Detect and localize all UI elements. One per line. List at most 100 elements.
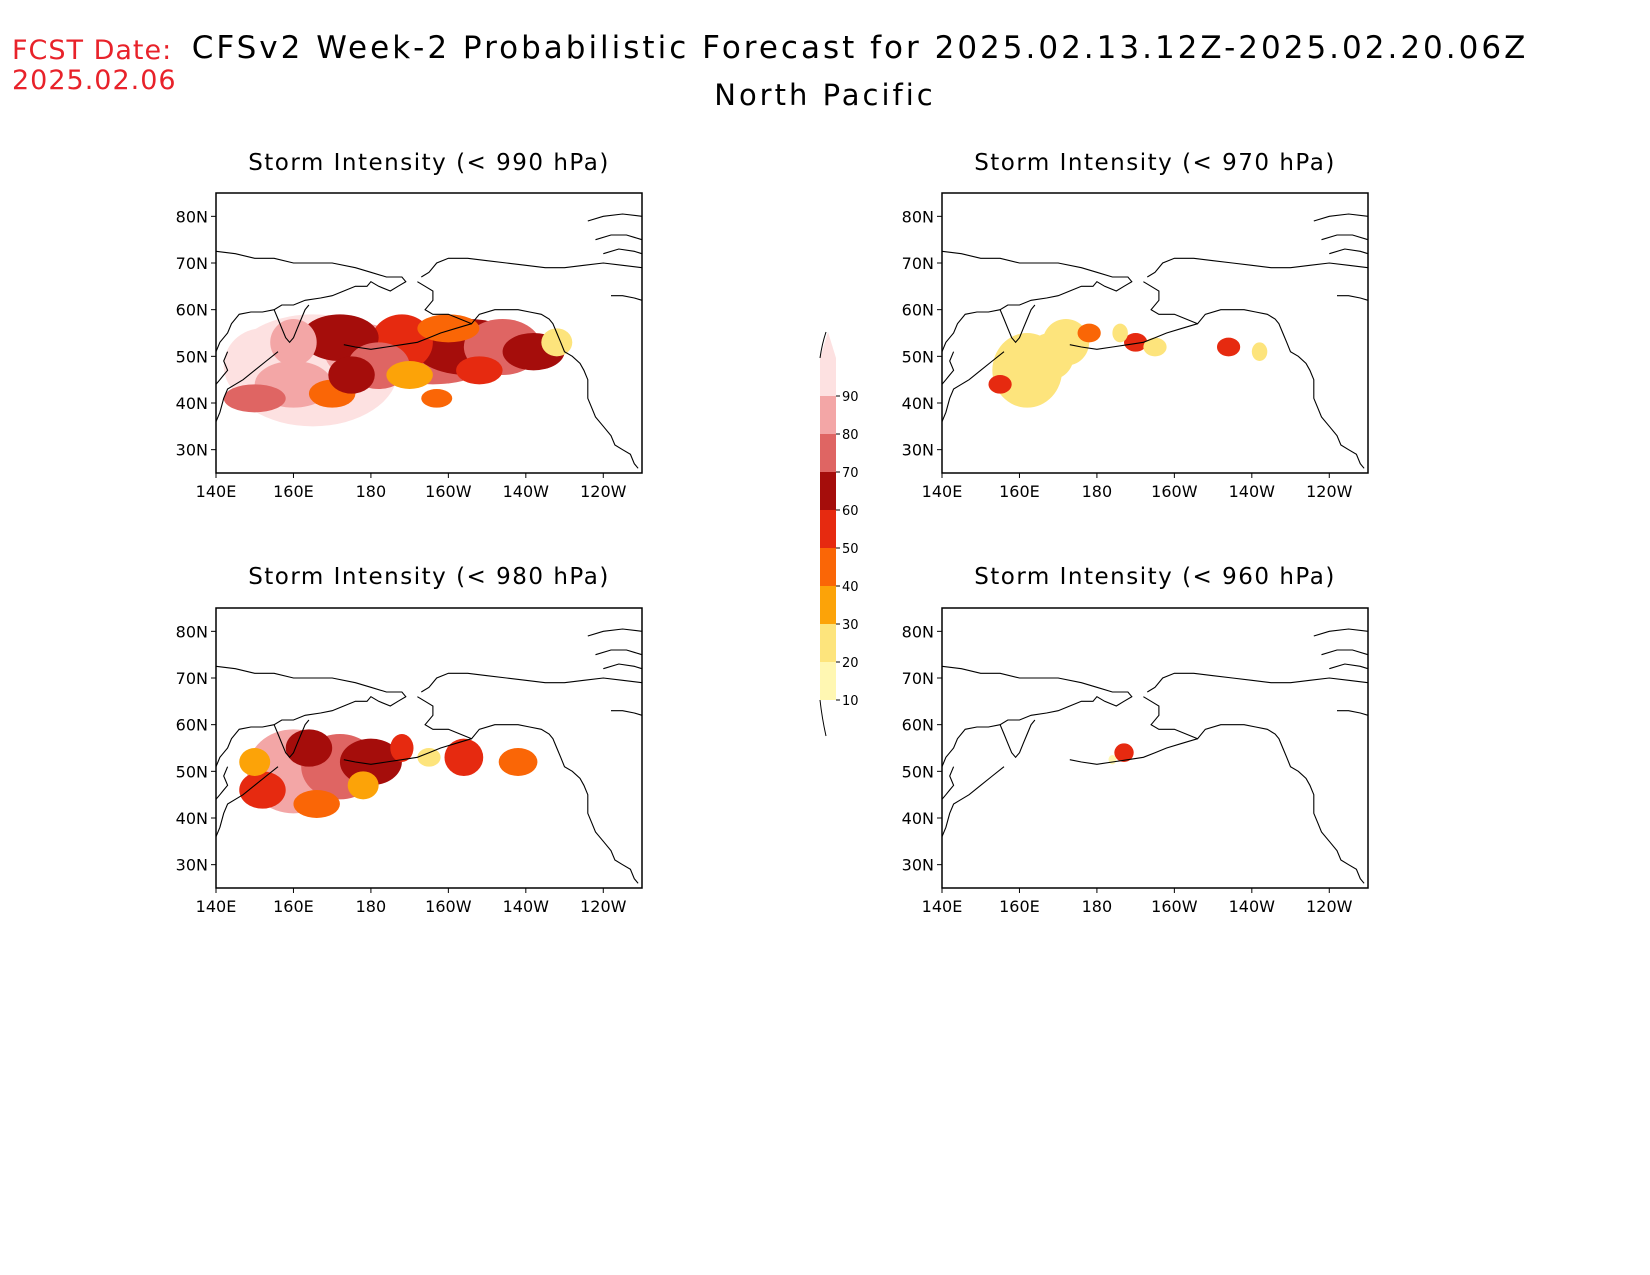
lon-tick-label: 160E (999, 482, 1040, 501)
probability-cell (1027, 333, 1074, 380)
lon-tick-label: 180 (356, 897, 387, 916)
colorbar-swatch (820, 586, 836, 624)
lat-tick-label: 60N (902, 716, 934, 735)
probability-cell (347, 771, 379, 800)
probability-cell (417, 314, 480, 343)
coastline (1143, 281, 1365, 469)
colorbar-swatch (820, 396, 836, 434)
lon-tick-label: 140W (503, 482, 550, 501)
coastline (343, 323, 472, 350)
coastline (1313, 628, 1369, 637)
probability-cell (386, 361, 433, 389)
lat-tick-label: 60N (176, 716, 208, 735)
lon-tick-label: 160W (425, 482, 472, 501)
probability-cell (270, 319, 317, 366)
colorbar-swatch (820, 548, 836, 586)
colorbar-swatch (820, 472, 836, 510)
lat-tick-label: 70N (176, 254, 208, 273)
probability-cell (1251, 342, 1268, 361)
colorbar-edge (819, 331, 827, 359)
coastline (1147, 257, 1369, 278)
coastline (273, 304, 310, 344)
region-subtitle: North Pacific (714, 78, 936, 112)
colorbar-label: 70 (842, 466, 859, 481)
lat-tick-label: 30N (902, 441, 934, 460)
map-panel-990hpa: 80N 70N 60N 50N 40N 30N 140E 160E 180 160W 140W 120… (176, 192, 643, 501)
map-panel-980hpa: 80N 70N 60N 50N 40N 30N 140E 160E 180 160W 140W 120… (176, 607, 643, 916)
colorbar-swatch (820, 510, 836, 548)
coastline (417, 696, 639, 884)
panel-title-960: Storm Intensity (< 960 hPa) (974, 564, 1336, 590)
probability-cell (293, 790, 340, 818)
probability-cell (1216, 337, 1241, 357)
coastline (1143, 696, 1365, 884)
lon-tick-label: 180 (1082, 482, 1113, 501)
panel-title-970: Storm Intensity (< 970 hPa) (974, 150, 1336, 176)
probability-colorbar: 10 20 30 40 50 60 70 80 90 (819, 331, 859, 737)
probability-cell (285, 729, 333, 767)
map-frame (941, 607, 1369, 889)
probability-cell (328, 356, 375, 394)
coastline (1321, 234, 1369, 241)
coastline (343, 738, 472, 765)
lon-tick-label: 140E (196, 897, 237, 916)
coastline (215, 250, 407, 352)
lon-tick-label: 140E (196, 482, 237, 501)
colorbar-label: 90 (842, 390, 859, 405)
colorbar-label: 60 (842, 504, 859, 519)
lat-tick-label: 60N (902, 301, 934, 320)
lat-tick-label: 80N (176, 207, 208, 226)
probability-cell (498, 748, 538, 776)
probability-cell (421, 389, 453, 408)
coastline (1147, 672, 1369, 693)
coastline (1069, 738, 1198, 765)
colorbar-swatch (820, 662, 836, 700)
coastline (611, 710, 643, 716)
probability-cell (1114, 743, 1134, 762)
coastline (941, 665, 1133, 767)
coastline (587, 213, 643, 222)
panel-title-980: Storm Intensity (< 980 hPa) (248, 564, 610, 590)
coastline (941, 766, 955, 800)
lat-tick-label: 80N (902, 622, 934, 641)
map-frame (215, 192, 643, 474)
colorbar-label: 80 (842, 428, 859, 443)
coastline (1313, 213, 1369, 222)
colorbar-swatch (820, 434, 836, 472)
probability-cell (390, 734, 414, 762)
lat-tick-label: 50N (176, 762, 208, 781)
lat-tick-label: 40N (902, 809, 934, 828)
coastline (215, 766, 279, 837)
probability-cell (541, 328, 573, 357)
lon-tick-label: 160W (425, 897, 472, 916)
coastline (941, 351, 1005, 422)
coastline (417, 281, 639, 469)
lon-tick-label: 180 (1082, 897, 1113, 916)
lat-tick-label: 30N (176, 441, 208, 460)
coastline (999, 719, 1036, 759)
probability-cell (239, 748, 271, 776)
lat-tick-label: 80N (176, 622, 208, 641)
probability-cell (239, 771, 286, 809)
lon-tick-label: 160W (1151, 897, 1198, 916)
forecast-date-label: FCST Date: 2025.02.06 (12, 36, 177, 96)
fcst-date-value: 2025.02.06 (12, 65, 177, 96)
lon-tick-label: 160W (1151, 482, 1198, 501)
coastline (941, 351, 955, 385)
lat-tick-label: 70N (902, 254, 934, 273)
lat-tick-label: 40N (902, 394, 934, 413)
colorbar-swatch (820, 358, 836, 396)
probability-cell (1077, 323, 1101, 343)
lon-tick-label: 120W (1306, 897, 1353, 916)
coastline (941, 250, 1133, 352)
probability-cell (444, 738, 484, 776)
probability-cell (988, 375, 1012, 394)
coastline (587, 628, 643, 637)
coastline (999, 304, 1036, 344)
lat-tick-label: 30N (902, 856, 934, 875)
lat-tick-label: 70N (176, 669, 208, 688)
colorbar-label: 50 (842, 542, 859, 557)
coastline (215, 351, 279, 422)
probability-cell (1143, 337, 1167, 357)
map-panel-960hpa: 80N 70N 60N 50N 40N 30N 140E 160E 180 160W 140W 120… (902, 607, 1369, 916)
